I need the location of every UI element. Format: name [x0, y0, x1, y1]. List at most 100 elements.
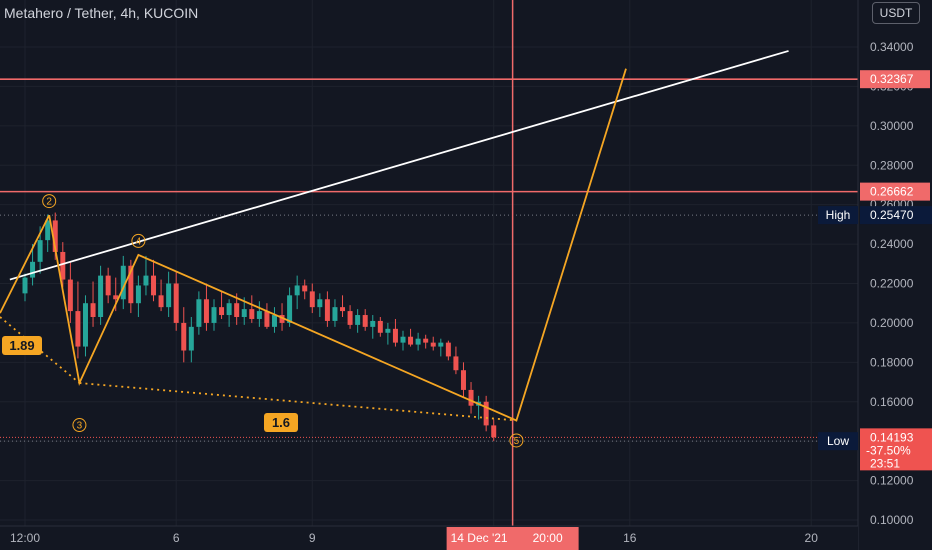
candle: [309, 291, 315, 308]
currency-button[interactable]: USDT: [872, 2, 920, 24]
time-tick-label: 6: [173, 531, 180, 545]
wave-leadin: [0, 214, 51, 314]
grid: [0, 0, 858, 526]
candle: [460, 370, 466, 390]
last-price-value: 0.14193: [870, 430, 914, 444]
price-tick-label: 0.22000: [870, 277, 914, 291]
candle: [22, 277, 28, 294]
high-tag: [818, 206, 858, 225]
wave-label-circle: [72, 418, 87, 433]
candle: [37, 240, 43, 262]
level-price-label: 0.26662: [870, 185, 914, 199]
high-value: 0.25470: [870, 208, 914, 222]
candle: [430, 342, 436, 347]
level-price-tag: [860, 70, 930, 89]
price-axis: 0.100000.120000.140000.160000.180000.200…: [818, 0, 932, 550]
candle: [98, 275, 104, 318]
candle: [234, 303, 240, 318]
candle: [173, 283, 179, 323]
candle: [82, 303, 88, 347]
candle: [113, 295, 119, 300]
candle: [135, 285, 141, 304]
candle: [45, 220, 51, 241]
last-price-change: -37.50%: [866, 443, 911, 457]
candle: [453, 356, 459, 371]
candle: [196, 299, 202, 327]
candle: [340, 307, 346, 312]
wave-label: 4: [136, 236, 142, 247]
price-tick-label: 0.18000: [870, 355, 914, 369]
candle: [241, 309, 247, 318]
fib-ratio-label: 1.89: [9, 338, 34, 353]
candle: [392, 328, 398, 343]
price-tick-label: 0.10000: [870, 513, 914, 527]
candle: [90, 303, 96, 318]
candle: [423, 338, 429, 343]
candle: [211, 307, 217, 323]
drawings: 2 3 4 5 1.89 1.6: [0, 50, 789, 448]
low-tag-label: Low: [827, 434, 849, 448]
candle: [226, 303, 232, 316]
candle: [377, 320, 383, 333]
candle: [302, 285, 308, 292]
candle: [105, 275, 111, 296]
candle: [67, 279, 73, 312]
candle: [468, 389, 474, 406]
candle: [60, 251, 66, 280]
candlestick-series: [22, 212, 497, 442]
last-price-tag: [860, 428, 932, 471]
chart-title: Metahero / Tether, 4h, KUCOIN: [4, 5, 199, 21]
candle: [445, 342, 451, 357]
fib-ratio-box: [264, 413, 298, 432]
fib-ratio-box: [2, 336, 42, 355]
wave-label: 3: [77, 421, 83, 432]
wave-label: 5: [514, 436, 520, 447]
candle: [158, 295, 164, 308]
price-tick-label: 0.12000: [870, 474, 914, 488]
time-tick-label: 20: [805, 531, 819, 545]
candle: [181, 322, 187, 351]
candle: [143, 275, 149, 286]
candle: [249, 309, 255, 319]
candle: [294, 285, 300, 296]
price-tick-label: 0.16000: [870, 395, 914, 409]
candle: [203, 299, 209, 323]
candle: [370, 320, 376, 327]
candle: [385, 328, 391, 333]
candle: [264, 311, 270, 327]
price-tick-label: 0.30000: [870, 119, 914, 133]
wave-label-circle: [42, 194, 57, 209]
time-tick-label: 12:00: [10, 531, 40, 545]
price-tick-label: 0.24000: [870, 237, 914, 251]
candle: [120, 265, 126, 300]
candle: [219, 307, 225, 316]
time-axis-panel: [0, 526, 858, 550]
candle: [166, 283, 172, 308]
candle: [30, 261, 36, 278]
price-tick-label: 0.28000: [870, 158, 914, 172]
level-price-label: 0.32367: [870, 72, 914, 86]
candle: [317, 299, 323, 308]
candle: [438, 342, 444, 347]
candle: [362, 315, 368, 327]
candle: [491, 425, 497, 438]
time-tick-label: 9: [309, 531, 316, 545]
candle: [355, 315, 361, 325]
candle: [324, 299, 330, 321]
candle: [151, 275, 157, 296]
price-tag: [860, 206, 932, 225]
horizontal-levels: [0, 0, 858, 526]
candle: [347, 311, 353, 325]
candle: [408, 336, 414, 345]
plot-area: [0, 0, 858, 526]
price-tick-label: 0.34000: [870, 40, 914, 54]
wave-label-circle: [509, 433, 524, 448]
low-tag: [818, 432, 858, 451]
wave-path: [48, 68, 627, 422]
candle: [332, 307, 338, 321]
candle: [256, 311, 262, 319]
candle: [483, 401, 489, 426]
candle: [279, 315, 285, 323]
